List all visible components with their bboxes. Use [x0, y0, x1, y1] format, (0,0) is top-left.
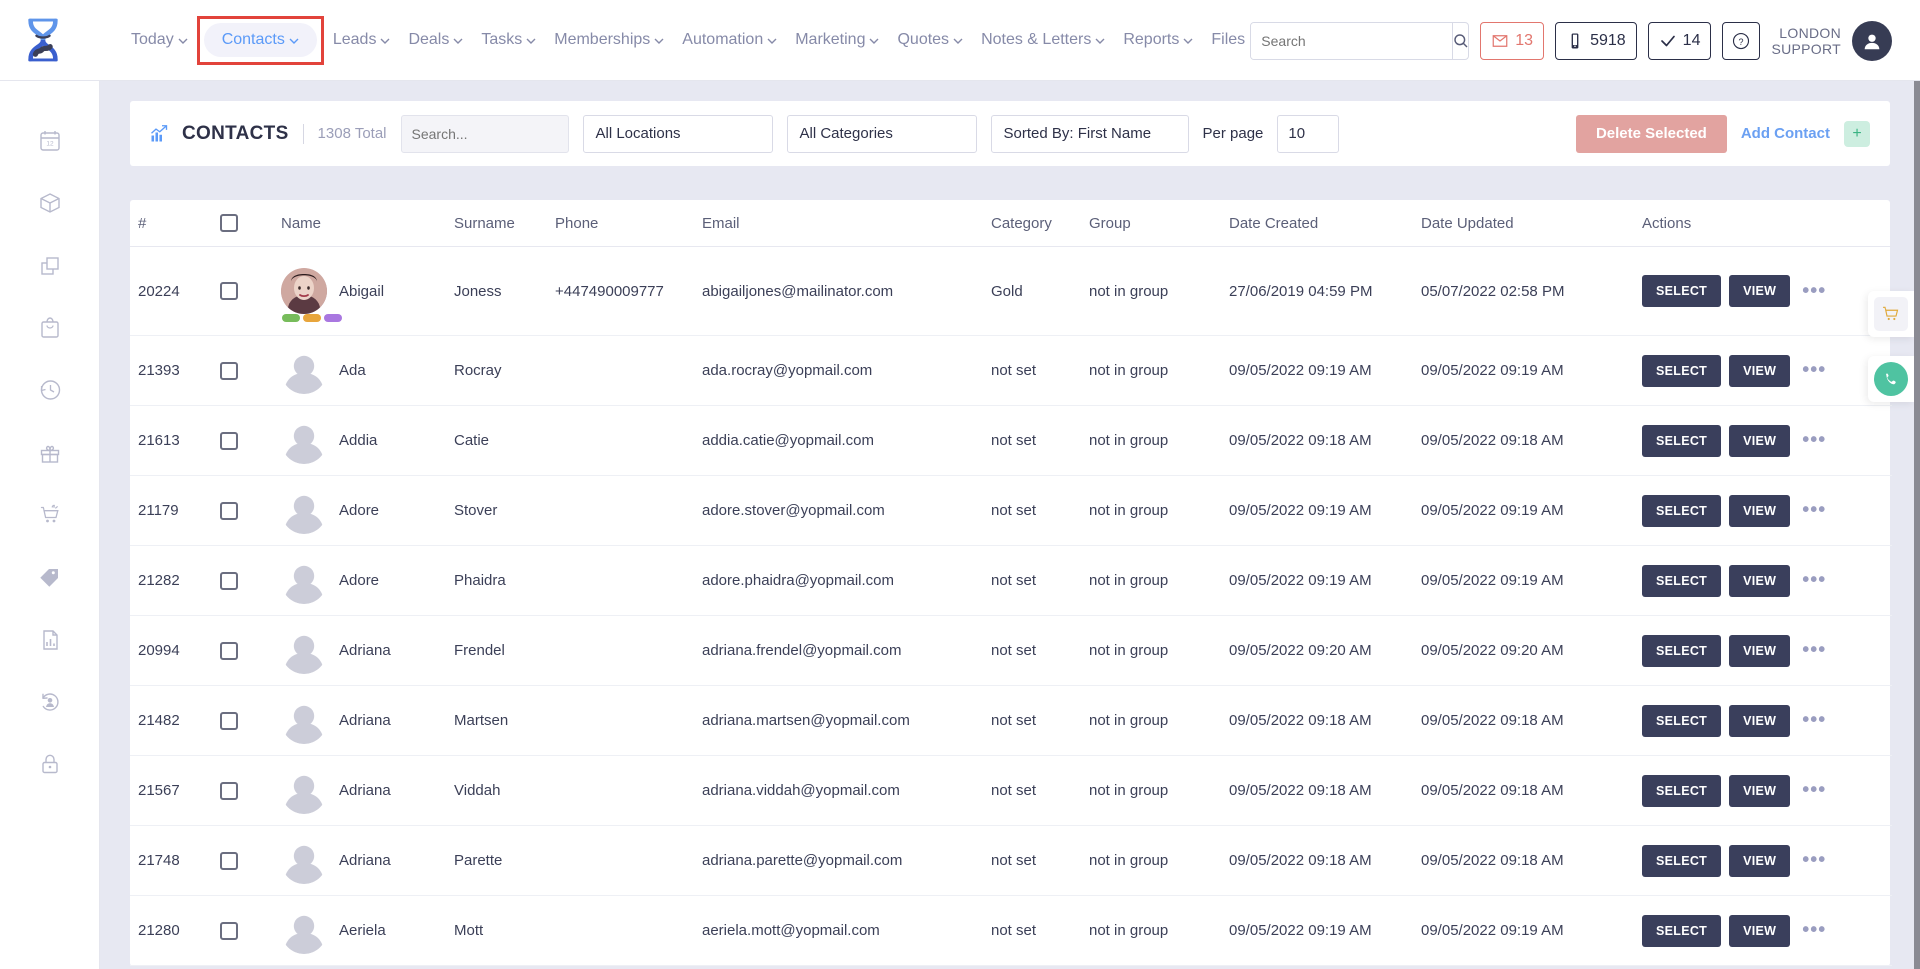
- svg-text:?: ?: [1739, 37, 1744, 47]
- svg-text:12: 12: [46, 141, 54, 148]
